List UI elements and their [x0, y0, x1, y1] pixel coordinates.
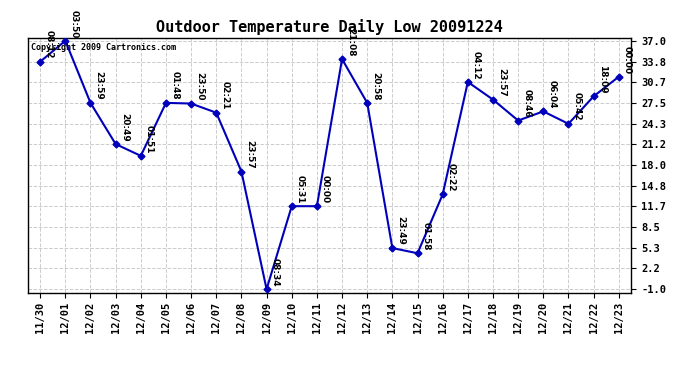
Text: 08:34: 08:34 [270, 258, 279, 286]
Text: 05:42: 05:42 [573, 92, 582, 121]
Text: 21:08: 21:08 [346, 28, 355, 56]
Text: 03:50: 03:50 [70, 10, 79, 38]
Text: Copyright 2009 Cartronics.com: Copyright 2009 Cartronics.com [30, 43, 176, 52]
Text: 23:59: 23:59 [95, 71, 103, 100]
Text: 08:46: 08:46 [522, 89, 531, 118]
Text: 08:12: 08:12 [44, 30, 53, 59]
Text: 20:49: 20:49 [120, 112, 129, 141]
Text: 02:21: 02:21 [220, 81, 230, 110]
Text: 23:57: 23:57 [497, 68, 506, 97]
Text: 01:48: 01:48 [170, 72, 179, 100]
Text: 00:00: 00:00 [623, 46, 632, 74]
Text: 05:31: 05:31 [296, 175, 305, 203]
Text: 20:58: 20:58 [371, 72, 380, 100]
Text: 18:09: 18:09 [598, 65, 607, 94]
Text: 23:50: 23:50 [195, 72, 204, 101]
Text: 00:00: 00:00 [321, 175, 330, 203]
Text: 23:49: 23:49 [397, 216, 406, 245]
Text: 02:22: 02:22 [447, 163, 456, 192]
Text: 23:57: 23:57 [246, 140, 255, 169]
Text: 06:04: 06:04 [547, 80, 556, 109]
Title: Outdoor Temperature Daily Low 20091224: Outdoor Temperature Daily Low 20091224 [156, 19, 503, 35]
Text: 04:12: 04:12 [472, 51, 481, 79]
Text: 01:51: 01:51 [145, 124, 154, 153]
Text: 01:58: 01:58 [422, 222, 431, 251]
